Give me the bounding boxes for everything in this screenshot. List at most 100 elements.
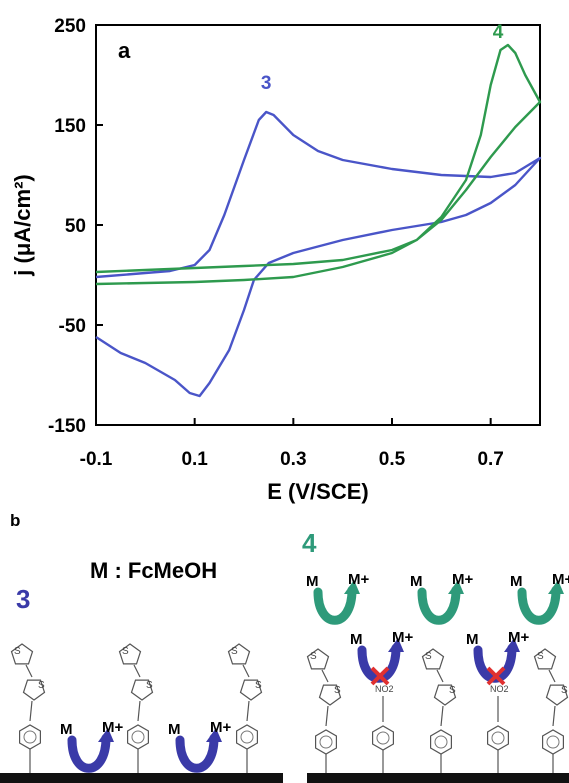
- aromatic-circle: [240, 730, 254, 744]
- bond: [548, 669, 556, 683]
- y-tick-label: 50: [65, 216, 86, 237]
- arrow-head: [388, 638, 404, 652]
- bond: [25, 664, 33, 678]
- y-tick-label: 150: [54, 116, 86, 137]
- x-tick-label: 0.3: [280, 449, 306, 470]
- curve-label-3: 3: [261, 73, 272, 94]
- sulfur-atom: S: [425, 651, 432, 662]
- surface-scheme: b M : FcMeOH 3 4 S S S S S S S S S S S S NO2 NO2 M M+…: [0, 511, 569, 783]
- arrow-head: [448, 580, 464, 594]
- benzene-ring: [430, 729, 452, 755]
- aromatic-circle: [131, 730, 145, 744]
- annotations: 34: [261, 22, 504, 94]
- thiophene-ring: [118, 643, 142, 665]
- reactant-label: M: [410, 573, 423, 590]
- film-3-label: 3: [16, 584, 30, 614]
- y-ticks: 250 150 50 -50 -150: [48, 16, 103, 437]
- thiophene-ring: [533, 648, 557, 670]
- sulfur-atom: S: [146, 680, 153, 691]
- benzene-ring: [19, 724, 42, 750]
- sulfur-atom: S: [255, 680, 262, 691]
- aromatic-circle: [23, 730, 37, 744]
- redox-arrows: M M+ M M+ M M+ M M+ M M+ M M+ M M+: [60, 571, 569, 773]
- curve-label-4: 4: [493, 22, 504, 43]
- reactant-label: M: [60, 721, 73, 738]
- sulfur-atom: S: [449, 685, 456, 696]
- thiophene-ring: [239, 679, 263, 701]
- plot-frame: [95, 24, 541, 426]
- reactant-label: M: [350, 631, 363, 648]
- benzene-ring: [372, 725, 394, 751]
- blocked-mark: [370, 666, 390, 686]
- product-label: M+: [508, 629, 529, 646]
- bond: [325, 705, 329, 727]
- bond: [440, 705, 444, 727]
- aromatic-circle: [319, 735, 333, 749]
- sulfur-atom: S: [334, 685, 341, 696]
- benzene-ring: [126, 724, 149, 750]
- series-4-trace: [95, 43, 542, 286]
- blocked-mark: [486, 666, 506, 686]
- reactant-label: M: [510, 573, 523, 590]
- benzene-ring: [315, 729, 337, 755]
- arrow-head: [344, 580, 360, 594]
- aromatic-circle: [434, 735, 448, 749]
- arrow-head: [504, 638, 520, 652]
- y-tick-label: 250: [54, 16, 86, 37]
- benzene-ring: [236, 724, 258, 750]
- redox-arrow: [175, 733, 219, 773]
- arrow-head: [548, 580, 564, 594]
- thiophene-ring: [130, 679, 154, 701]
- bond: [436, 669, 444, 683]
- electrode-3: [0, 773, 283, 783]
- aromatic-circle: [546, 735, 560, 749]
- sulfur-atom: S: [561, 685, 568, 696]
- thiophene-ring: [545, 684, 569, 706]
- redox-arrow: [517, 585, 561, 625]
- series-3-trace: [95, 110, 542, 398]
- x-tick-label: -0.1: [80, 449, 113, 470]
- thiophene-ring: [421, 648, 445, 670]
- thiophene-ring: [433, 684, 457, 706]
- mediator-label: M : FcMeOH: [90, 558, 217, 583]
- film-4-label: 4: [302, 528, 317, 558]
- reactant-label: M: [306, 573, 319, 590]
- redox-arrow: [313, 585, 357, 625]
- nitro-group: NO2: [490, 684, 509, 694]
- series-group: [95, 43, 542, 398]
- redox-arrow: [417, 585, 461, 625]
- panel-b-label: b: [10, 511, 20, 530]
- product-label: M+: [102, 719, 123, 736]
- bond: [29, 700, 33, 722]
- thiophene-ring: [318, 684, 342, 706]
- reactant-label: M: [168, 721, 181, 738]
- x-tick-label: 0.5: [379, 449, 406, 470]
- thiophene-ring: [10, 643, 34, 665]
- thiophene-ring: [306, 648, 330, 670]
- y-axis-label: j (μA/cm²): [10, 174, 35, 276]
- x-ticks: -0.1 0.1 0.3 0.5 0.7: [80, 418, 504, 470]
- x-tick-label: 0.7: [477, 449, 503, 470]
- nitro-group: NO2: [375, 684, 394, 694]
- sulfur-atom: S: [537, 651, 544, 662]
- sulfur-atom: S: [14, 646, 21, 657]
- bond: [133, 664, 141, 678]
- x-tick-label: 0.1: [181, 449, 208, 470]
- redox-arrow: [67, 733, 111, 773]
- aromatic-circle: [376, 731, 390, 745]
- product-label: M+: [348, 571, 369, 588]
- sulfur-atom: S: [310, 651, 317, 662]
- sulfur-atom: S: [231, 646, 238, 657]
- product-label: M+: [552, 571, 569, 588]
- product-label: M+: [210, 719, 231, 736]
- thiophene-ring: [22, 679, 46, 701]
- arrow-head: [206, 728, 222, 742]
- panel-a-label: a: [118, 38, 131, 63]
- y-tick-label: -50: [59, 316, 86, 337]
- thiophene-ring: [227, 643, 251, 665]
- molecules-film-4: S S S S S S NO2 NO2: [306, 648, 569, 773]
- aromatic-circle: [491, 731, 505, 745]
- sulfur-atom: S: [38, 680, 45, 691]
- bond: [242, 664, 250, 678]
